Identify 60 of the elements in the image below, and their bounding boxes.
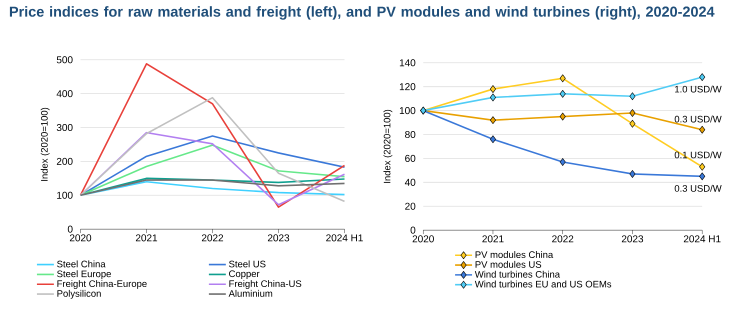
- point: [699, 162, 706, 171]
- legend-label: PV modules US: [476, 260, 542, 268]
- y-tick-label: 20: [405, 202, 416, 210]
- x-tick-label: 2024 H1: [326, 234, 363, 242]
- point: [560, 158, 566, 166]
- y-tick-label: 0: [410, 226, 416, 234]
- point: [560, 74, 566, 82]
- annotation: 1.0 USD/W: [675, 86, 722, 93]
- point: [490, 116, 496, 124]
- legend-label: Steel China: [57, 260, 106, 268]
- x-tick-label: 2024 H1: [684, 235, 721, 242]
- point: [490, 135, 496, 144]
- x-tick-label: 2023: [268, 234, 290, 242]
- y-tick-label: 80: [405, 131, 416, 138]
- legend-label: Wind turbines EU and US OEMs: [474, 280, 612, 288]
- legend-label: PV modules China: [476, 251, 554, 258]
- y-tick-label: 100: [400, 107, 416, 114]
- point: [699, 126, 706, 134]
- point: [629, 170, 636, 178]
- legend-label: Steel US: [229, 260, 266, 268]
- point: [560, 112, 566, 121]
- x-tick-label: 2020: [70, 234, 92, 242]
- y-tick-label: 100: [57, 192, 73, 199]
- x-tick-label: 2022: [552, 235, 574, 242]
- y-tick-label: 400: [56, 90, 73, 98]
- x-tick-label: 2022: [202, 234, 224, 242]
- point: [699, 172, 706, 180]
- y-tick-label: 0: [68, 226, 73, 233]
- y-tick-label: 300: [56, 124, 73, 132]
- annotation: 0.3 USD/W: [674, 184, 722, 192]
- legend-label: Freight China-Europe: [57, 280, 147, 289]
- y-tick-label: 500: [56, 56, 73, 64]
- point: [629, 92, 636, 100]
- legend-label: Polysilicon: [57, 290, 101, 299]
- x-tick-label: 2021: [482, 235, 504, 242]
- legend-label: Wind turbines China: [474, 270, 560, 278]
- x-tick-label: 2020: [412, 235, 434, 242]
- point: [560, 90, 566, 98]
- legend-label: Copper: [229, 270, 260, 280]
- chart-title: Price indices for raw materials and freight (left), and PV modules and wind turbines (right), 2020-2024: [10, 6, 714, 20]
- point: [629, 109, 636, 117]
- line-series: [80, 97, 346, 202]
- y-tick-label: 60: [405, 154, 416, 162]
- point: [699, 73, 706, 82]
- y-tick-label: 140: [400, 59, 416, 66]
- legend-label: Steel Europe: [57, 270, 111, 280]
- point: [629, 120, 636, 128]
- y-axis-title: Index (2020=100): [383, 110, 392, 183]
- y-tick-label: 200: [56, 158, 73, 166]
- x-tick-label: 2023: [622, 235, 644, 242]
- y-tick-label: 120: [400, 83, 416, 90]
- x-tick-label: 2021: [136, 234, 158, 242]
- y-axis-title: Index (2020=100): [40, 108, 50, 181]
- legend-label: Aluminium: [228, 290, 272, 297]
- legend-label: Freight China-US: [229, 280, 302, 289]
- line-series: [80, 63, 346, 208]
- annotation: 0.3 USD/W: [674, 116, 722, 123]
- y-tick-label: 40: [404, 178, 416, 186]
- point: [490, 85, 496, 94]
- point: [490, 94, 496, 102]
